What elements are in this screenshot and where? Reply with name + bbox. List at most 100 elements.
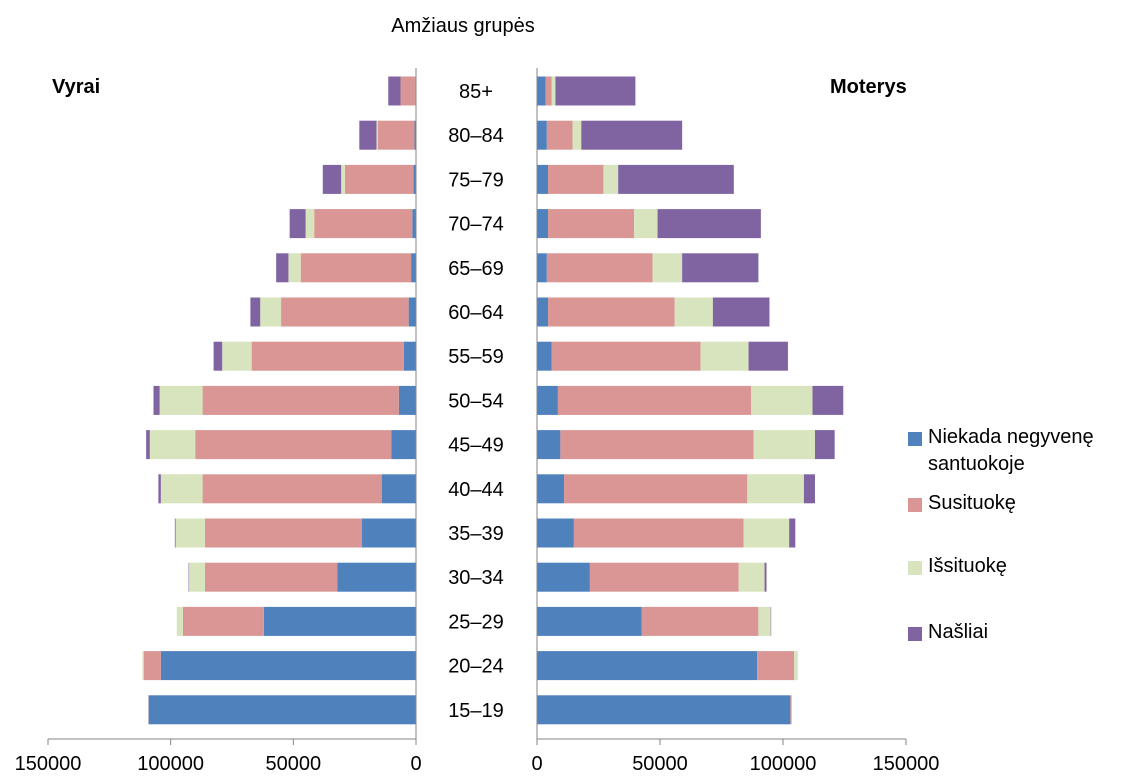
legend-swatch	[908, 627, 922, 641]
bar-women-0-10	[537, 253, 547, 283]
bar-men-2-10	[288, 253, 301, 283]
bar-men-1-3	[205, 562, 338, 592]
bar-men-3-8	[213, 341, 223, 371]
bar-men-0-1	[160, 651, 416, 681]
bar-women-1-3	[589, 562, 739, 592]
category-label: 35–39	[448, 523, 504, 545]
bar-women-1-5	[564, 474, 748, 504]
bar-women-1-7	[557, 385, 752, 415]
bar-women-0-9	[537, 297, 549, 327]
bar-women-3-12	[618, 164, 734, 194]
category-label: 40–44	[448, 479, 504, 501]
x-tick-label: 0	[410, 753, 421, 775]
bar-women-2-14	[551, 76, 556, 106]
left-panel-label: Vyrai	[52, 76, 100, 98]
category-label: 75–79	[448, 169, 504, 191]
bar-women-2-13	[572, 120, 582, 150]
bar-men-0-6	[391, 430, 416, 460]
x-tick-label: 150000	[15, 753, 82, 775]
bar-men-0-3	[337, 562, 416, 592]
legend-item-widowed: Našliai	[908, 619, 1123, 646]
bar-women-1-6	[560, 430, 754, 460]
bar-women-1-2	[641, 606, 759, 636]
category-label: 25–29	[448, 611, 504, 633]
bar-women-2-11	[634, 209, 658, 239]
bar-women-2-2	[758, 606, 771, 636]
bar-men-2-3	[189, 562, 206, 592]
x-tick-label: 50000	[266, 753, 322, 775]
bar-women-1-14	[545, 76, 552, 106]
bar-women-2-1	[794, 651, 798, 681]
bar-men-1-2	[182, 606, 264, 636]
bar-women-0-8	[537, 341, 552, 371]
bar-women-1-9	[548, 297, 675, 327]
bar-women-0-6	[537, 430, 561, 460]
bar-men-1-12	[344, 164, 414, 194]
bar-women-0-2	[537, 606, 642, 636]
bar-women-2-6	[753, 430, 815, 460]
category-label: 50–54	[448, 390, 504, 412]
bar-women-0-1	[537, 651, 758, 681]
bar-men-3-12	[322, 164, 342, 194]
bar-men-2-4	[175, 518, 206, 548]
bar-men-0-13	[414, 120, 416, 150]
bar-women-3-11	[657, 209, 761, 239]
bar-men-1-4	[205, 518, 363, 548]
bar-men-1-7	[202, 385, 399, 415]
bar-men-1-13	[377, 120, 415, 150]
bar-women-2-5	[747, 474, 804, 504]
bar-women-0-11	[537, 209, 549, 239]
category-label: 55–59	[448, 346, 504, 368]
bar-women-2-9	[674, 297, 713, 327]
bar-men-0-0	[148, 695, 416, 725]
bar-men-2-9	[260, 297, 282, 327]
legend-item-married: Susituokę	[908, 490, 1123, 517]
bar-women-1-11	[548, 209, 635, 239]
bar-men-3-13	[359, 120, 377, 150]
bar-men-2-8	[222, 341, 252, 371]
bar-women-3-7	[812, 385, 844, 415]
bar-men-0-10	[411, 253, 416, 283]
bar-women-1-8	[551, 341, 701, 371]
legend-label: Niekada negyvenę santuokoje	[928, 426, 1094, 475]
x-tick-label: 150000	[873, 753, 940, 775]
bar-women-2-12	[603, 164, 619, 194]
bar-men-1-9	[281, 297, 409, 327]
bar-men-3-7	[153, 385, 160, 415]
category-label: 45–49	[448, 435, 504, 457]
bar-men-0-9	[408, 297, 416, 327]
bar-women-3-5	[803, 474, 815, 504]
bar-men-2-7	[159, 385, 203, 415]
bar-men-3-4	[174, 518, 176, 548]
bar-women-1-12	[548, 164, 604, 194]
bar-women-0-14	[537, 76, 546, 106]
bar-women-3-14	[555, 76, 636, 106]
legend-swatch	[908, 432, 922, 446]
bar-men-1-10	[300, 253, 412, 283]
bar-men-1-6	[195, 430, 392, 460]
chart-title: Amžiaus grupės	[391, 15, 534, 37]
right-panel-label: Moterys	[830, 76, 907, 98]
bar-men-1-14	[400, 76, 416, 106]
axes-group: 150000 100000 50000 0 0 50000 100000 150000	[15, 68, 940, 775]
bar-men-2-13	[376, 120, 378, 150]
bar-women-2-10	[652, 253, 683, 283]
bar-women-0-0	[537, 695, 791, 725]
bar-women-3-6	[814, 430, 835, 460]
bar-men-0-2	[263, 606, 416, 636]
bar-men-2-5	[160, 474, 203, 504]
bar-women-2-3	[738, 562, 765, 592]
bar-men-2-6	[149, 430, 196, 460]
category-label: 70–74	[448, 214, 504, 236]
bar-women-1-13	[546, 120, 573, 150]
bar-men-3-14	[388, 76, 401, 106]
bar-women-0-3	[537, 562, 590, 592]
bar-women-0-4	[537, 518, 574, 548]
bar-women-0-5	[537, 474, 565, 504]
bar-men-1-5	[202, 474, 382, 504]
bar-men-1-1	[143, 651, 161, 681]
legend-swatch	[908, 498, 922, 512]
category-label: 30–34	[448, 567, 504, 589]
bar-men-0-5	[381, 474, 416, 504]
legend-label: Išsituokę	[928, 555, 1007, 577]
